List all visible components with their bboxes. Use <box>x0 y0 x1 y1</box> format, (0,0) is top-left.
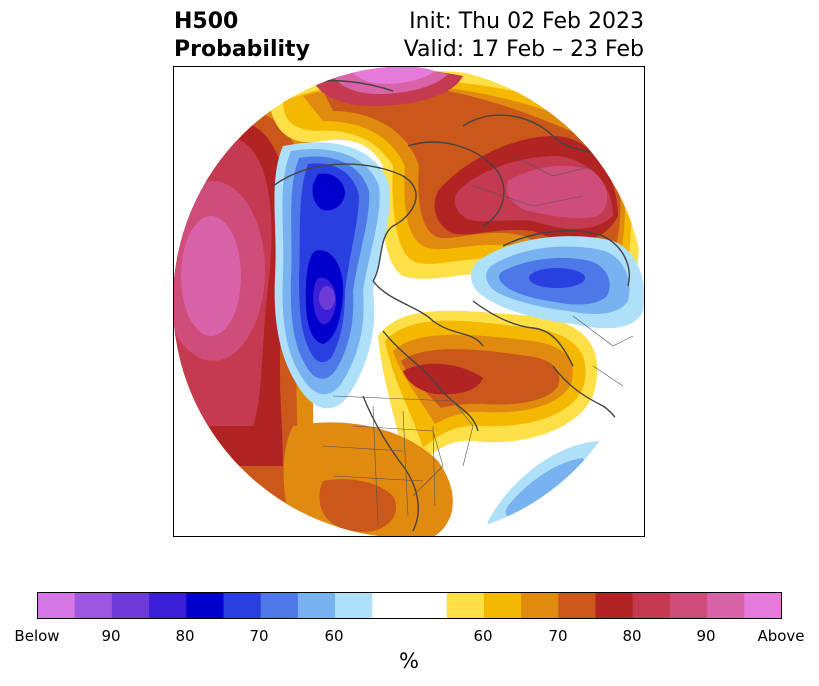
colorbar-swatch <box>521 592 559 619</box>
colorbar-swatch <box>409 592 448 619</box>
colorbar-tick-below-60: 60 <box>324 627 344 645</box>
valid-range: Valid: 17 Feb – 23 Feb <box>403 37 644 62</box>
colorbar-swatch <box>372 592 410 619</box>
date-info: Init: Thu 02 Feb 2023 Valid: 17 Feb – 23… <box>404 8 644 64</box>
product-title: H500 Probability <box>174 8 310 64</box>
anomaly-field <box>173 66 645 537</box>
colorbar-swatch <box>297 592 336 619</box>
colorbar-swatch <box>37 592 76 619</box>
colorbar-tick-above: Above <box>757 627 805 645</box>
map-frame <box>173 66 645 537</box>
colorbar-tick-above-60: 60 <box>473 627 493 645</box>
colorbar-swatch <box>632 592 671 619</box>
product-title-line1: H500 <box>174 9 239 34</box>
colorbar-unit: % <box>399 649 419 673</box>
init-date: Init: Thu 02 Feb 2023 <box>409 9 644 34</box>
colorbar-tick-above-90: 90 <box>696 627 716 645</box>
probability-map <box>173 66 645 537</box>
colorbar-swatch <box>335 592 373 619</box>
colorbar-tick-below-90: 90 <box>101 627 121 645</box>
colorbar-swatch <box>558 592 596 619</box>
product-title-line2: Probability <box>174 37 310 62</box>
colorbar-swatch <box>669 592 708 619</box>
colorbar-swatch <box>260 592 299 619</box>
alaska-low <box>274 142 390 409</box>
colorbar-tick-below-80: 80 <box>175 627 195 645</box>
colorbar-swatch <box>483 592 522 619</box>
colorbar-swatch <box>707 592 745 619</box>
atlantic-low <box>487 441 603 532</box>
colorbar-swatch <box>446 592 485 619</box>
colorbar-tick-below: Below <box>14 627 60 645</box>
colorbar-swatch <box>744 592 782 619</box>
colorbar-swatch <box>149 592 187 619</box>
colorbar-tick-above-80: 80 <box>622 627 642 645</box>
colorbar <box>37 592 782 619</box>
borders <box>322 155 634 527</box>
colorbar-swatch <box>223 592 262 619</box>
colorbar-swatch <box>74 592 113 619</box>
arctic-high <box>268 66 640 300</box>
siberia-low <box>471 236 645 329</box>
southwest-us-high <box>283 422 453 537</box>
colorbar-swatch <box>111 592 150 619</box>
colorbar-tick-above-70: 70 <box>548 627 568 645</box>
colorbar-swatch <box>595 592 634 619</box>
colorbar-tick-below-70: 70 <box>249 627 269 645</box>
colorbar-border <box>37 592 782 619</box>
colorbar-swatch <box>186 592 224 619</box>
eastern-canada-high <box>378 310 598 476</box>
